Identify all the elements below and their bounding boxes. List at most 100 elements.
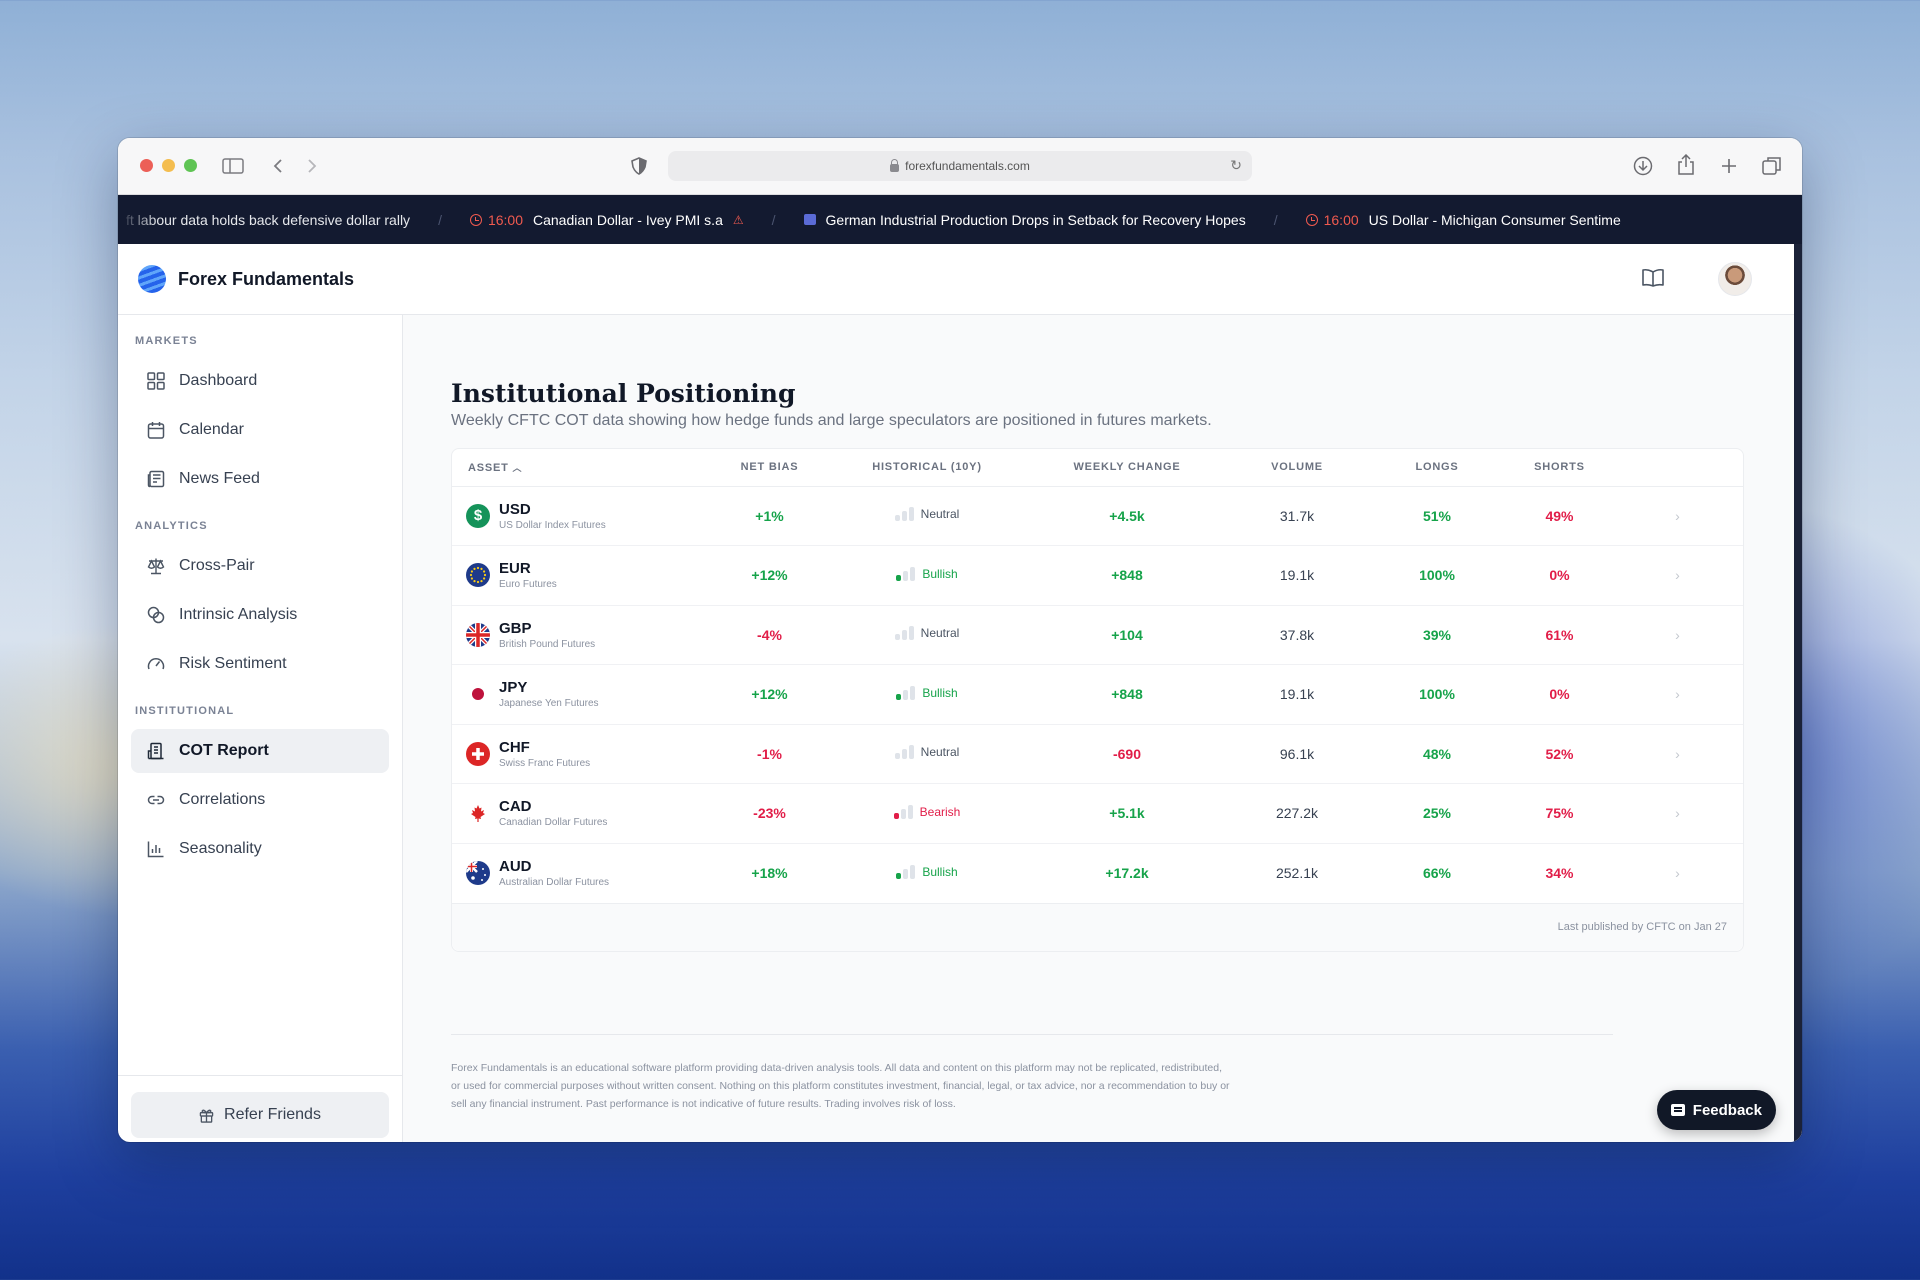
brand-name: Forex Fundamentals [178, 268, 355, 289]
column-header-weekly-change[interactable]: WEEKLY CHANGE [1027, 449, 1227, 487]
cell-historical: Bullish [827, 664, 1027, 725]
shield-icon[interactable] [631, 157, 647, 175]
cot-table-card: ASSET ︿ NET BIAS HISTORICAL (10Y) WEEKLY… [451, 448, 1744, 952]
forward-icon[interactable] [306, 158, 318, 174]
new-tab-icon[interactable] [1720, 157, 1738, 175]
column-header-shorts[interactable]: SHORTS [1507, 449, 1612, 487]
cell-net-bias: -23% [712, 783, 827, 844]
historical-label: Bullish [922, 566, 958, 581]
avatar[interactable] [1718, 262, 1752, 296]
clock-icon [1305, 213, 1318, 226]
brand[interactable]: Forex Fundamentals [138, 265, 354, 293]
sidebar-item-risk-sentiment[interactable]: Risk Sentiment [131, 642, 389, 686]
download-icon[interactable] [1633, 156, 1653, 176]
ticker-item[interactable]: ft labour data holds back defensive doll… [118, 212, 438, 228]
column-header-longs[interactable]: LONGS [1367, 449, 1507, 487]
chevron-right-icon[interactable]: › [1675, 626, 1680, 643]
cell-asset: GBP British Pound Futures [452, 605, 712, 665]
cell-shorts: 75% [1507, 783, 1612, 844]
footer-divider [451, 1033, 1613, 1035]
jpy-flag-icon [466, 682, 490, 707]
sidebar-item-correlations[interactable]: Correlations [131, 778, 389, 822]
cell-action: › [1612, 843, 1743, 903]
chevron-right-icon[interactable]: › [1675, 745, 1680, 762]
sidebar-item-cot-report[interactable]: COT Report [131, 729, 389, 773]
sidebar-toggle-icon[interactable] [222, 158, 244, 174]
refer-friends-label: Refer Friends [224, 1106, 321, 1123]
ticker-separator: / [438, 211, 442, 228]
table-row[interactable]: CAD Canadian Dollar Futures -23% Bearish +5.… [452, 783, 1743, 844]
message-icon [1670, 1104, 1685, 1116]
window-controls [140, 159, 197, 172]
cell-weekly-change: +17.2k [1105, 865, 1149, 881]
column-header-historical[interactable]: HISTORICAL (10Y) [827, 449, 1027, 487]
table-row[interactable]: GBP British Pound Futures -4% Neutral +104 37… [452, 605, 1743, 665]
cell-weekly-change: +848 [1027, 545, 1227, 606]
ticker-news[interactable]: German Industrial Production Drops in Se… [776, 212, 1274, 228]
ticker-text: German Industrial Production Drops in Se… [825, 211, 1246, 228]
sidebar-item-dashboard[interactable]: Dashboard [131, 359, 389, 403]
reload-icon[interactable]: ↻ [1230, 157, 1242, 173]
sidebar-item-intrinsic-analysis[interactable]: Intrinsic Analysis [131, 593, 389, 637]
cell-action: › [1612, 605, 1743, 665]
gbp-flag-icon [466, 622, 490, 647]
brand-logo-icon [138, 265, 166, 293]
asset-code: CAD [499, 798, 532, 816]
feedback-button[interactable]: Feedback [1656, 1090, 1776, 1130]
ticker-event[interactable]: 16:00 US Dollar - Michigan Consumer Sent… [1278, 212, 1649, 228]
column-header-volume[interactable]: VOLUME [1227, 449, 1367, 487]
chevron-right-icon[interactable]: › [1675, 865, 1680, 881]
maximize-window-button[interactable] [184, 159, 197, 172]
gauge-icon [147, 658, 165, 670]
column-header-asset[interactable]: ASSET ︿ [452, 449, 712, 487]
cell-volume: 252.1k [1275, 865, 1319, 881]
ticker-event[interactable]: 16:00 Canadian Dollar - Ivey PMI s.a ⚠ [442, 212, 772, 228]
sidebar-item-label: Seasonality [179, 840, 262, 857]
chevron-right-icon[interactable]: › [1675, 686, 1680, 703]
cell-historical: Bullish [827, 843, 1027, 903]
sidebar-item-seasonality[interactable]: Seasonality [131, 827, 389, 871]
close-window-button[interactable] [140, 159, 153, 172]
chevron-right-icon[interactable]: › [1675, 567, 1680, 584]
cell-weekly-change: +848 [1027, 664, 1227, 725]
signal-bars-icon [896, 685, 916, 700]
chevron-right-icon[interactable]: › [1675, 805, 1680, 822]
ticker-text: US Dollar - Michigan Consumer Sentime [1368, 211, 1621, 228]
ticker-time: 16:00 [469, 212, 523, 228]
cell-shorts: 34% [1545, 865, 1574, 881]
table-row[interactable]: EUR Euro Futures +12% Bullish +848 19.1k 100% 0… [452, 545, 1743, 606]
book-icon[interactable] [1642, 268, 1664, 288]
sidebar-item-cross-pair[interactable]: Cross-Pair [131, 544, 389, 588]
building-icon [147, 742, 164, 760]
signal-bars-icon [893, 804, 913, 819]
ticker-time-value: 16:00 [1323, 211, 1359, 228]
sort-ascending-icon: ︿ [512, 462, 523, 473]
table-row[interactable]: $ USD US Dollar Index Futures +1% Neutral +4.… [452, 486, 1743, 546]
page-title: Institutional Positioning [451, 379, 796, 408]
table-row[interactable]: JPY Japanese Yen Futures +12% Bullish +848 19… [452, 664, 1743, 725]
signal-bars-icon [896, 864, 916, 879]
sidebar-item-calendar[interactable]: Calendar [131, 408, 389, 452]
scrollbar[interactable] [1794, 244, 1802, 1142]
cell-longs: 100% [1367, 664, 1507, 725]
cell-asset: EUR Euro Futures [452, 545, 712, 606]
back-icon[interactable] [272, 158, 284, 174]
asset-name: Australian Dollar Futures [499, 877, 610, 888]
chf-flag-icon [466, 741, 490, 766]
minimize-window-button[interactable] [162, 159, 175, 172]
table-row[interactable]: AUD Australian Dollar Futures +18% Bullish +… [452, 843, 1743, 903]
cell-longs: 48% [1367, 724, 1507, 784]
browser-toolbar: forexfundamentals.com ↻ [118, 138, 1802, 195]
sidebar-item-news-feed[interactable]: News Feed [131, 457, 389, 501]
historical-label: Neutral [920, 745, 960, 760]
table-footer: Last published by CFTC on Jan 27 [452, 902, 1743, 951]
share-icon[interactable] [1677, 154, 1695, 176]
sidebar-section-title: INSTITUTIONAL [135, 705, 235, 717]
address-bar[interactable]: forexfundamentals.com ↻ [668, 151, 1252, 181]
tabs-overview-icon[interactable] [1762, 156, 1782, 176]
asset-code: CHF [499, 738, 530, 756]
refer-friends-button[interactable]: Refer Friends [131, 1092, 389, 1138]
column-header-net-bias[interactable]: NET BIAS [712, 449, 827, 487]
table-row[interactable]: CHF Swiss Franc Futures -1% Neutral -690 96.1… [452, 724, 1743, 784]
chevron-right-icon[interactable]: › [1675, 507, 1680, 524]
